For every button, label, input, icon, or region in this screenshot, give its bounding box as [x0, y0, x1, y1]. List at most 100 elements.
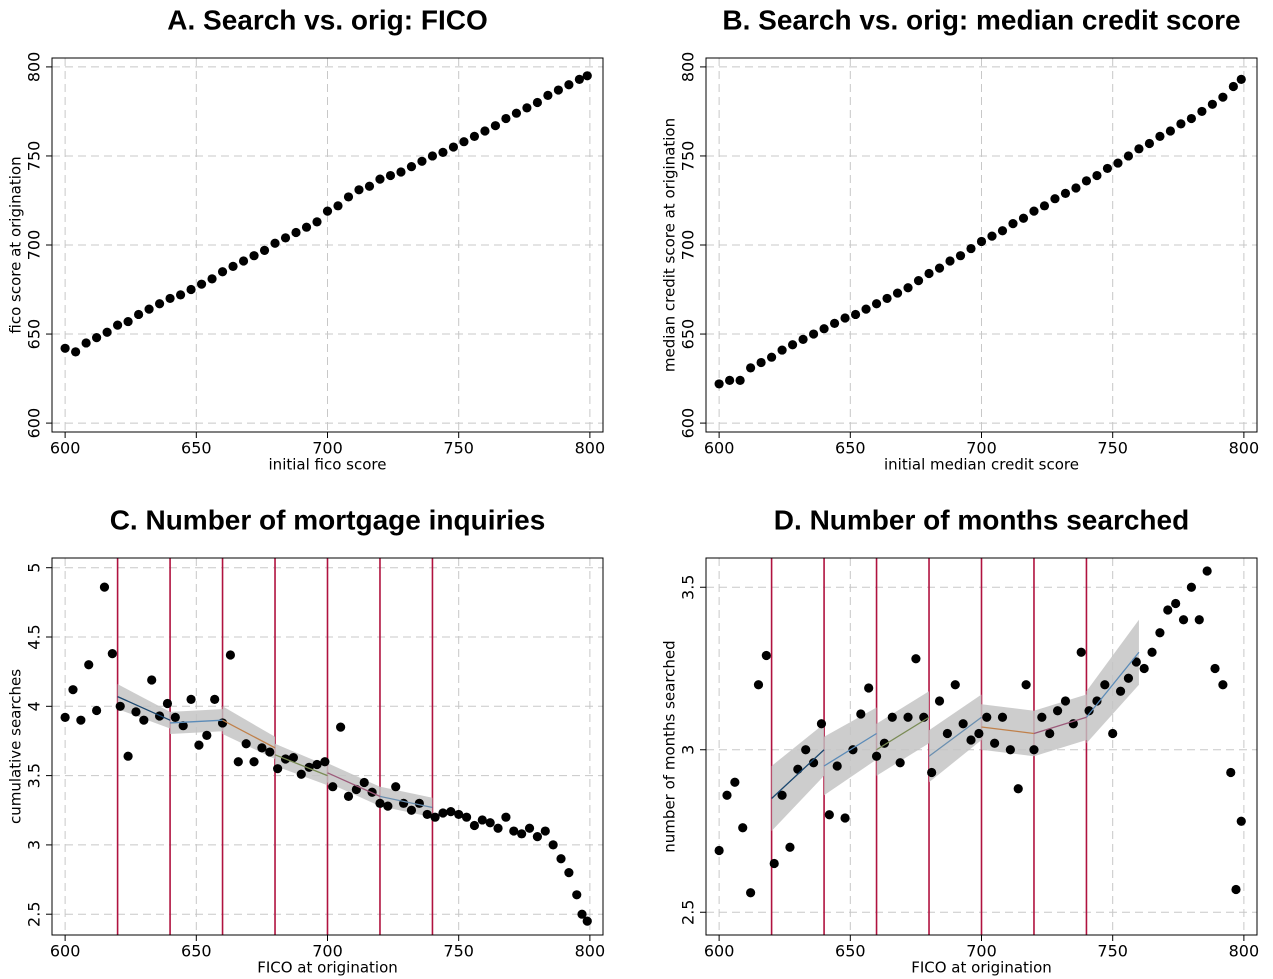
y-tick-label: 800: [25, 52, 44, 83]
data-point: [385, 170, 396, 181]
data-point: [459, 137, 469, 147]
data-point: [202, 730, 212, 741]
data-point: [375, 174, 385, 184]
y-tick-label: 3: [679, 745, 698, 755]
panel-title: D. Number of months searched: [774, 504, 1189, 535]
data-point: [301, 222, 312, 232]
x-tick-label: 750: [443, 942, 474, 961]
data-point: [68, 685, 78, 695]
data-point: [808, 329, 819, 339]
data-point: [816, 719, 827, 729]
y-tick-label: 2.5: [679, 900, 698, 925]
data-point: [1207, 99, 1217, 109]
data-point: [824, 810, 834, 820]
data-point: [753, 680, 764, 690]
data-point: [887, 712, 897, 722]
data-point: [861, 304, 871, 314]
data-point: [1155, 628, 1165, 638]
data-point: [1052, 706, 1063, 716]
data-point: [987, 231, 997, 241]
data-point: [147, 675, 157, 685]
data-point: [76, 715, 86, 725]
x-axis-label: initial median credit score: [884, 456, 1079, 474]
data-point: [196, 279, 207, 289]
data-point: [1210, 663, 1220, 674]
data-point: [1018, 213, 1029, 223]
x-tick-label: 600: [704, 439, 735, 458]
data-point: [892, 288, 903, 298]
x-tick-label: 650: [835, 439, 866, 458]
data-point: [1092, 170, 1102, 181]
y-axis-label: cumulative searches: [7, 669, 25, 824]
data-point: [123, 751, 133, 761]
data-point: [777, 345, 787, 355]
data-point: [850, 309, 861, 320]
data-point: [490, 121, 501, 131]
data-point: [871, 299, 882, 309]
fit-line: [170, 719, 223, 724]
data-point: [217, 267, 228, 277]
data-point: [990, 738, 1000, 748]
data-point: [924, 268, 934, 279]
data-point: [233, 757, 243, 767]
data-point: [154, 299, 165, 309]
data-point: [966, 735, 976, 745]
data-point: [333, 201, 343, 211]
data-point: [714, 845, 724, 856]
data-point: [1236, 816, 1246, 826]
data-point: [469, 131, 480, 141]
data-point: [958, 719, 968, 729]
data-point: [1084, 706, 1094, 716]
data-point: [927, 767, 937, 778]
data-point: [769, 858, 779, 869]
data-point: [123, 316, 133, 327]
x-tick-label: 700: [312, 942, 343, 961]
fit-line: [274, 754, 328, 777]
data-point: [966, 243, 976, 254]
data-point: [798, 334, 808, 344]
data-point: [359, 777, 369, 788]
data-point: [564, 80, 574, 90]
data-point: [1037, 712, 1047, 722]
data-point: [71, 347, 81, 357]
x-tick-label: 800: [1229, 439, 1260, 458]
x-axis-label: FICO at origination: [911, 959, 1052, 977]
data-point: [259, 245, 270, 255]
data-point: [133, 309, 144, 320]
fit-line: [876, 716, 930, 751]
data-point: [427, 151, 438, 161]
data-point: [265, 747, 275, 757]
data-point: [945, 256, 955, 266]
data-point: [461, 812, 472, 822]
data-point: [572, 890, 582, 900]
x-tick-label: 600: [704, 942, 735, 961]
data-point: [336, 722, 346, 732]
panel-title: A. Search vs. orig: FICO: [167, 4, 488, 35]
data-point: [950, 680, 960, 690]
data-point: [882, 293, 892, 304]
data-point: [144, 304, 154, 314]
data-point: [1147, 647, 1157, 657]
data-point: [60, 343, 70, 353]
data-point: [808, 758, 819, 768]
data-point: [1218, 92, 1228, 102]
data-point: [1102, 163, 1113, 174]
x-tick-label: 800: [575, 439, 606, 458]
data-point: [81, 338, 91, 348]
plot-frame: [705, 57, 1258, 433]
data-point: [913, 276, 924, 286]
data-point: [801, 745, 811, 755]
data-point: [524, 823, 535, 833]
data-point: [582, 71, 592, 81]
data-point: [249, 251, 259, 261]
data-point: [761, 650, 771, 661]
data-point: [819, 324, 829, 334]
data-point: [312, 759, 322, 770]
data-point: [396, 167, 406, 177]
data-point: [1071, 183, 1081, 193]
data-point: [1029, 206, 1039, 216]
data-point: [170, 712, 180, 722]
panel-title: B. Search vs. orig: median credit score: [722, 4, 1240, 35]
data-point: [422, 809, 432, 820]
data-point: [178, 721, 188, 731]
